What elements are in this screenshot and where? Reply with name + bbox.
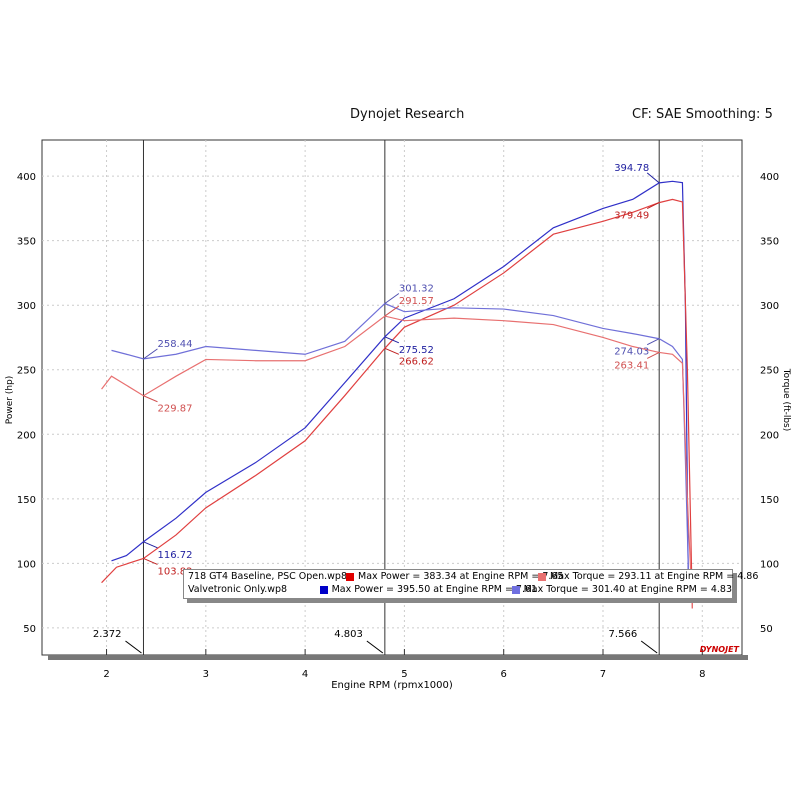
annotation-label: 258.44: [157, 339, 192, 350]
y2-tick-label: 300: [760, 301, 779, 312]
annotation-label: 263.41: [614, 360, 649, 371]
annotation-label: 229.87: [157, 404, 192, 415]
y-tick-label: 300: [17, 301, 36, 312]
y-tick-label: 250: [17, 366, 36, 377]
legend-file: 718 GT4 Baseline, PSC Open.wp8: [188, 571, 348, 582]
y2-tick-label: 400: [760, 172, 779, 183]
series-line: [101, 315, 693, 609]
legend-row: 718 GT4 Baseline, PSC Open.wp8 Max Power…: [184, 570, 758, 583]
legend-swatch: [511, 585, 520, 594]
annotation-arrow: [143, 541, 158, 549]
series-line: [101, 198, 693, 609]
annotation-label: 379.49: [614, 211, 649, 222]
annotation-arrow: [143, 395, 158, 403]
legend-torque: Max Torque = 301.40 at Engine RPM = 4.83: [523, 584, 732, 595]
annotation-arrow: [646, 338, 660, 346]
legend-swatch: [538, 572, 546, 581]
y2-tick-label: 100: [760, 559, 779, 570]
y2-tick-label: 200: [760, 430, 779, 441]
annotation-label: 275.52: [399, 345, 434, 356]
y-tick-label: 100: [17, 559, 36, 570]
cursor-label: 2.372: [93, 629, 122, 640]
y2-tick-label: 250: [760, 366, 779, 377]
y-axis-label: Power (hp): [5, 376, 15, 425]
legend-torque: Max Torque = 293.11 at Engine RPM = 4.86: [550, 571, 759, 582]
annotation-arrow: [384, 293, 400, 304]
annotation-label: 274.03: [614, 347, 649, 358]
annotation-arrow: [143, 557, 158, 565]
cursor-label: 7.566: [609, 629, 638, 640]
legend-swatch: [319, 585, 328, 594]
legend-file: Valvetronic Only.wp8: [188, 584, 288, 595]
x-axis-bar: [48, 655, 748, 660]
chart-settings: CF: SAE Smoothing: 5: [632, 107, 773, 122]
annotation-label: 394.78: [614, 163, 649, 174]
annotation-label: 266.62: [399, 356, 434, 367]
chart-title: Dynojet Research: [350, 107, 465, 122]
annotation-label: 301.32: [399, 284, 434, 295]
dynojet-logo: DYNOJET: [700, 645, 740, 654]
series-line: [111, 180, 689, 590]
x-tick-label: 3: [203, 669, 209, 680]
x-tick-label: 6: [501, 669, 507, 680]
x-tick-label: 5: [401, 669, 407, 680]
annotation-label: 116.72: [157, 550, 192, 561]
x-tick-label: 7: [600, 669, 606, 680]
legend-power: Max Power = 395.50 at Engine RPM = 7.61: [331, 584, 538, 595]
legend-power: Max Power = 383.34 at Engine RPM = 7.65: [358, 571, 564, 582]
cursor-label: 4.803: [334, 629, 363, 640]
y2-tick-label: 150: [760, 495, 779, 506]
y-tick-label: 150: [17, 495, 36, 506]
y2-tick-label: 50: [760, 624, 773, 635]
cursor-arrow: [125, 640, 142, 654]
annotation-arrow: [646, 172, 660, 184]
legend-swatch: [346, 572, 354, 581]
annotation-arrow: [384, 336, 400, 344]
annotation-arrow: [384, 347, 400, 355]
y-tick-label: 50: [23, 624, 36, 635]
x-tick-label: 4: [302, 669, 308, 680]
y2-tick-label: 350: [760, 237, 779, 248]
x-tick-label: 8: [699, 669, 705, 680]
annotation-label: 103.82: [157, 566, 192, 577]
y-tick-label: 400: [17, 172, 36, 183]
cursor-arrow: [640, 640, 658, 654]
annotation-arrow: [646, 351, 660, 359]
annotation-label: 291.57: [399, 296, 434, 307]
annotation-arrow: [646, 202, 660, 210]
y-tick-label: 350: [17, 237, 36, 248]
cursor-arrow: [366, 640, 384, 654]
annotation-arrow: [384, 305, 400, 317]
x-axis-label: Engine RPM (rpmx1000): [331, 680, 453, 691]
x-tick-label: 2: [103, 669, 109, 680]
annotation-arrow: [143, 348, 158, 360]
legend-row: Valvetronic Only.wp8 Max Power = 395.50 …: [184, 583, 732, 596]
y2-axis-label: Torque (ft-lbs): [781, 368, 791, 432]
y-tick-label: 200: [17, 430, 36, 441]
legend: 718 GT4 Baseline, PSC Open.wp8 Max Power…: [183, 569, 758, 599]
series-line: [111, 302, 689, 570]
